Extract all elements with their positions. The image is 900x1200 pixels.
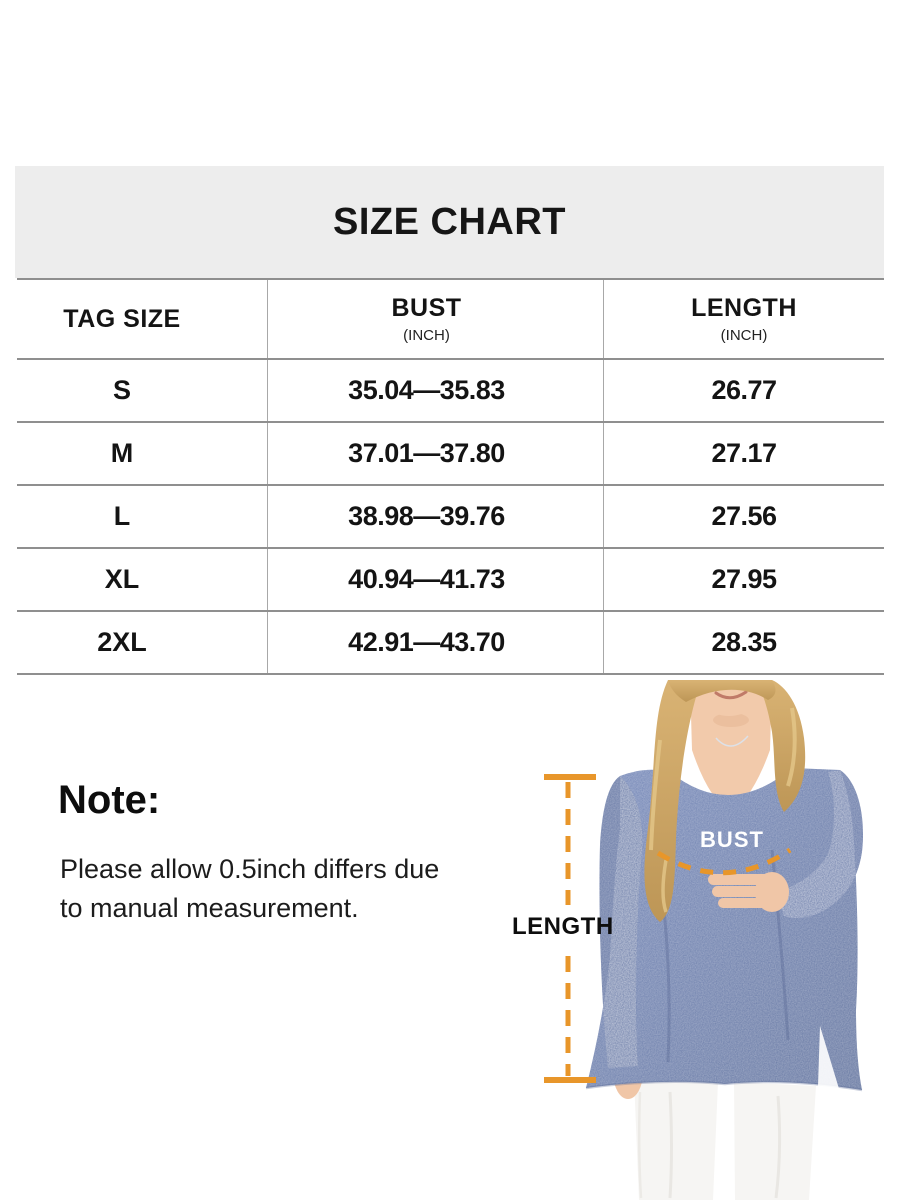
header-cell-bust: BUST (INCH)	[268, 280, 604, 358]
side-slit	[818, 1026, 840, 1092]
cell-tag-size: S	[17, 360, 268, 421]
cell-bust-range: 38.98—39.76	[268, 486, 604, 547]
cell-length: 27.95	[711, 564, 777, 594]
neck-chest	[690, 680, 772, 812]
table-row: S 35.04—35.83 26.77	[17, 360, 884, 423]
note-text-line1: Please allow 0.5inch differs due	[60, 854, 440, 884]
size-chart-title-band: SIZE CHART	[15, 166, 884, 278]
cell-tag-size: 2XL	[17, 612, 268, 673]
cell-tag-size: L	[17, 486, 268, 547]
table-header-row: TAG SIZE BUST (INCH) LENGTH (INCH)	[17, 280, 884, 360]
white-pants	[634, 1078, 816, 1200]
note-text: Please allow 0.5inch differs due to manu…	[60, 850, 439, 928]
table-row: XL 40.94—41.73 27.95	[17, 549, 884, 612]
length-measure-line	[544, 774, 596, 1083]
header-cell-length: LENGTH (INCH)	[604, 280, 884, 358]
table-row: M 37.01—37.80 27.17	[17, 423, 884, 486]
bust-unit-sublabel: (INCH)	[403, 327, 450, 344]
note-text-line2: to manual measurement.	[60, 893, 359, 923]
size-table: TAG SIZE BUST (INCH) LENGTH (INCH) S 35.…	[17, 278, 884, 675]
bust-label: BUST	[700, 827, 764, 852]
model-illustration	[544, 680, 864, 1200]
cell-length: 26.77	[711, 375, 777, 405]
length-unit-sublabel: (INCH)	[720, 327, 768, 344]
table-row: 2XL 42.91—43.70 28.35	[17, 612, 884, 675]
cell-length: 28.35	[711, 627, 777, 657]
cell-length: 27.17	[711, 438, 777, 468]
size-chart-title: SIZE CHART	[333, 200, 566, 243]
belly-hand	[708, 872, 789, 912]
bust-header-label: BUST	[391, 294, 462, 322]
cell-tag-size: M	[17, 423, 268, 484]
cell-bust-range: 35.04—35.83	[268, 360, 604, 421]
note-heading: Note:	[58, 778, 161, 822]
model-photo: BUST LENGTH	[512, 680, 900, 1200]
length-label: LENGTH	[512, 913, 614, 940]
cell-bust-range: 40.94—41.73	[268, 549, 604, 610]
header-cell-tag-size: TAG SIZE	[17, 280, 268, 358]
cell-bust-range: 42.91—43.70	[268, 612, 604, 673]
tag-size-header-label: TAG SIZE	[63, 304, 181, 333]
bust-measure-curve	[656, 847, 792, 876]
cell-tag-size: XL	[17, 549, 268, 610]
hair	[644, 680, 806, 922]
length-header-label: LENGTH	[691, 294, 797, 322]
cell-bust-range: 37.01—37.80	[268, 423, 604, 484]
table-row: L 38.98—39.76 27.56	[17, 486, 884, 549]
cell-length: 27.56	[711, 501, 777, 531]
